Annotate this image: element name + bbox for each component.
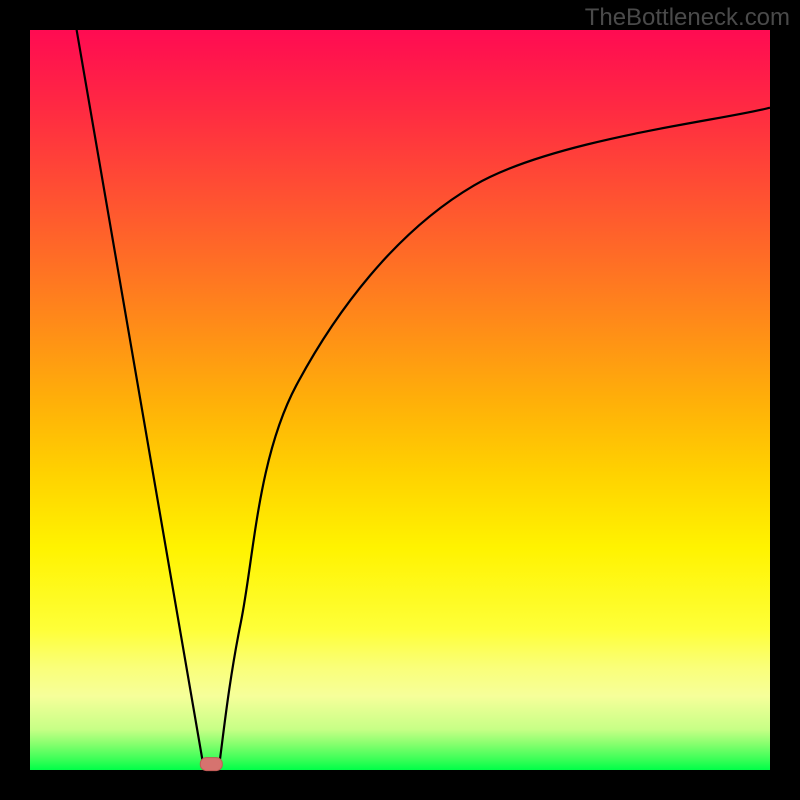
watermark-text: TheBottleneck.com	[585, 4, 790, 32]
bottleneck-chart	[0, 0, 800, 800]
optimal-point-marker	[200, 758, 222, 771]
chart-container: TheBottleneck.com	[0, 0, 800, 800]
